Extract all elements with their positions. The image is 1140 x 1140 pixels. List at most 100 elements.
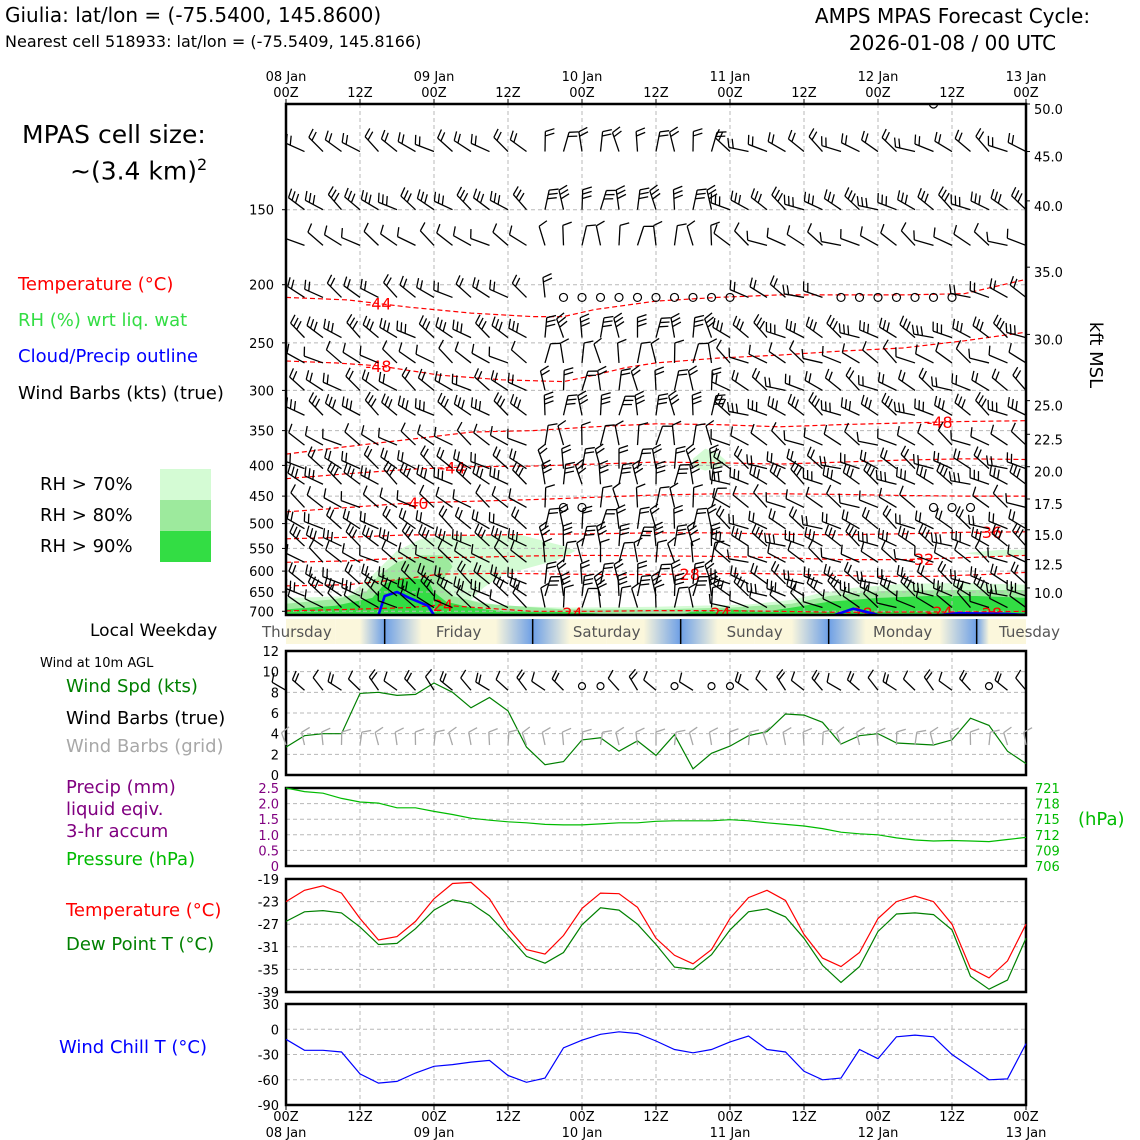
wind-barb-flag: [768, 533, 771, 544]
wind-barb-shaft: [359, 520, 379, 530]
wind-barb-shaft: [692, 563, 696, 584]
wind-barb-flag: [542, 463, 552, 470]
wind-barb-flag: [900, 445, 907, 455]
wind-barb-flag: [438, 505, 445, 515]
wind-barb-shaft: [762, 732, 768, 746]
wind-barb-flag: [901, 528, 906, 538]
wind-barb-shaft: [470, 587, 490, 597]
bottom-time-tick: 12Z: [643, 1110, 669, 1125]
wind-barb-shaft: [987, 464, 1008, 470]
wind-barb-shaft: [434, 379, 453, 391]
wind-barb-flag: [776, 669, 784, 678]
bottom-time-tick: 12Z: [939, 1110, 965, 1125]
wind-barb-flag: [686, 220, 696, 227]
windchill-panel-tick: -90: [258, 1099, 279, 1114]
wind-barb-flag: [380, 447, 385, 458]
wind-barb-flag: [957, 396, 963, 406]
wind-barb-shaft: [706, 190, 713, 210]
wind-barb-flag: [656, 465, 666, 470]
wind-barb-flag: [767, 132, 771, 142]
wind-barb-shaft: [456, 593, 472, 609]
wind-barb-flag: [305, 370, 310, 380]
wind-barb-flag: [275, 190, 279, 198]
wind-barb-flag: [937, 134, 942, 144]
wind-barb-shaft: [914, 462, 934, 470]
wind-speed-line: [285, 682, 1027, 770]
wind-barb-flag: [704, 312, 713, 320]
wind-barb-flag: [271, 672, 275, 683]
pressure-label: Pressure (hPa): [66, 849, 196, 870]
wind-barb-flag: [617, 193, 627, 200]
wind-panel-frame: [284, 649, 1028, 777]
legend-cloud: Cloud/Precip outline: [18, 346, 199, 367]
wind-barb-flag: [458, 278, 464, 288]
wind-barb-shaft: [805, 325, 823, 339]
wind-barb-flag: [1013, 564, 1019, 574]
wind-barb-flag: [941, 400, 945, 410]
wind-barb-flag: [938, 510, 943, 520]
wind-barb-flag: [746, 230, 749, 241]
top-date-tick: 10 Jan: [562, 70, 603, 85]
wind-barb-shaft: [618, 464, 624, 485]
wind-barb-shaft: [950, 292, 971, 299]
wind-barb-shaft: [803, 436, 823, 446]
wind-barb-flag: [614, 563, 624, 570]
wind-barb-shaft: [576, 542, 583, 563]
isotherm-label: -48: [365, 357, 391, 376]
wind-barb-shaft: [416, 473, 435, 485]
wind-barb-flag: [451, 529, 454, 539]
wind-barb-flag: [631, 582, 640, 589]
wind-barb-shaft: [599, 425, 606, 446]
wind-barb-flag: [973, 222, 979, 233]
wind-barb-flag: [586, 525, 597, 528]
calm-wind-circle: [910, 292, 920, 303]
wind-barb-shaft: [750, 571, 768, 585]
wind-barb-flag: [272, 187, 276, 195]
precip-panel-tick: 1.0: [258, 829, 279, 844]
wind-barb-flag: [348, 526, 355, 536]
wind-barb-flag: [404, 323, 407, 334]
wind-barb-shaft: [915, 353, 934, 364]
precip-panel-tick: 2.5: [258, 782, 279, 797]
wind-barb-shaft: [364, 136, 379, 152]
wind-barb-shaft: [381, 548, 398, 563]
wind-barb-shaft: [577, 395, 583, 416]
wind-barb-shaft: [950, 480, 971, 485]
kft-axis-label: kft MSL: [1085, 322, 1106, 388]
wind-barb-flag: [512, 577, 517, 588]
wind-barb-flag: [826, 672, 830, 683]
wind-barb-flag: [382, 320, 387, 330]
wind-barb-flag: [938, 671, 943, 682]
wind-barb-shaft: [969, 477, 990, 485]
wind-barb-flag: [424, 194, 428, 204]
wind-barb-flag: [624, 541, 634, 544]
wind-barb-shaft: [767, 404, 786, 416]
wind-barb-flag: [707, 503, 716, 510]
wind-barb-shaft: [877, 201, 897, 211]
wind-barb-shaft: [747, 407, 768, 416]
top-date-tick: 11 Jan: [710, 70, 751, 85]
wind-barb-shaft: [308, 400, 324, 416]
wind-barb-flag: [557, 419, 567, 427]
wind-barb-shaft: [415, 519, 435, 530]
wind-barb-flag: [306, 316, 311, 326]
wind-barb-flag: [567, 394, 578, 397]
wind-barb-flag: [494, 528, 499, 538]
wind-barb-flag: [565, 461, 575, 466]
wind-barb-flag: [840, 133, 844, 143]
wind-barb-flag: [479, 468, 484, 479]
wind-barb-flag: [758, 529, 764, 539]
wind-barb-shaft: [988, 354, 1008, 364]
wind-barb-shaft: [840, 461, 860, 470]
wind-barb-flag: [885, 508, 892, 518]
wind-barb-shaft: [304, 475, 324, 485]
wind-barb-flag: [1008, 342, 1012, 353]
wind-barb-shaft: [845, 530, 860, 547]
wind-barb-flag: [367, 394, 374, 404]
wind-barb-shaft: [291, 679, 305, 691]
wind-barb-flag: [641, 341, 651, 344]
wind-barb-flag: [350, 193, 356, 203]
wind-barb-shaft: [286, 362, 287, 363]
wind-barb-flag: [400, 422, 406, 432]
wind-barb-shaft: [771, 194, 786, 211]
